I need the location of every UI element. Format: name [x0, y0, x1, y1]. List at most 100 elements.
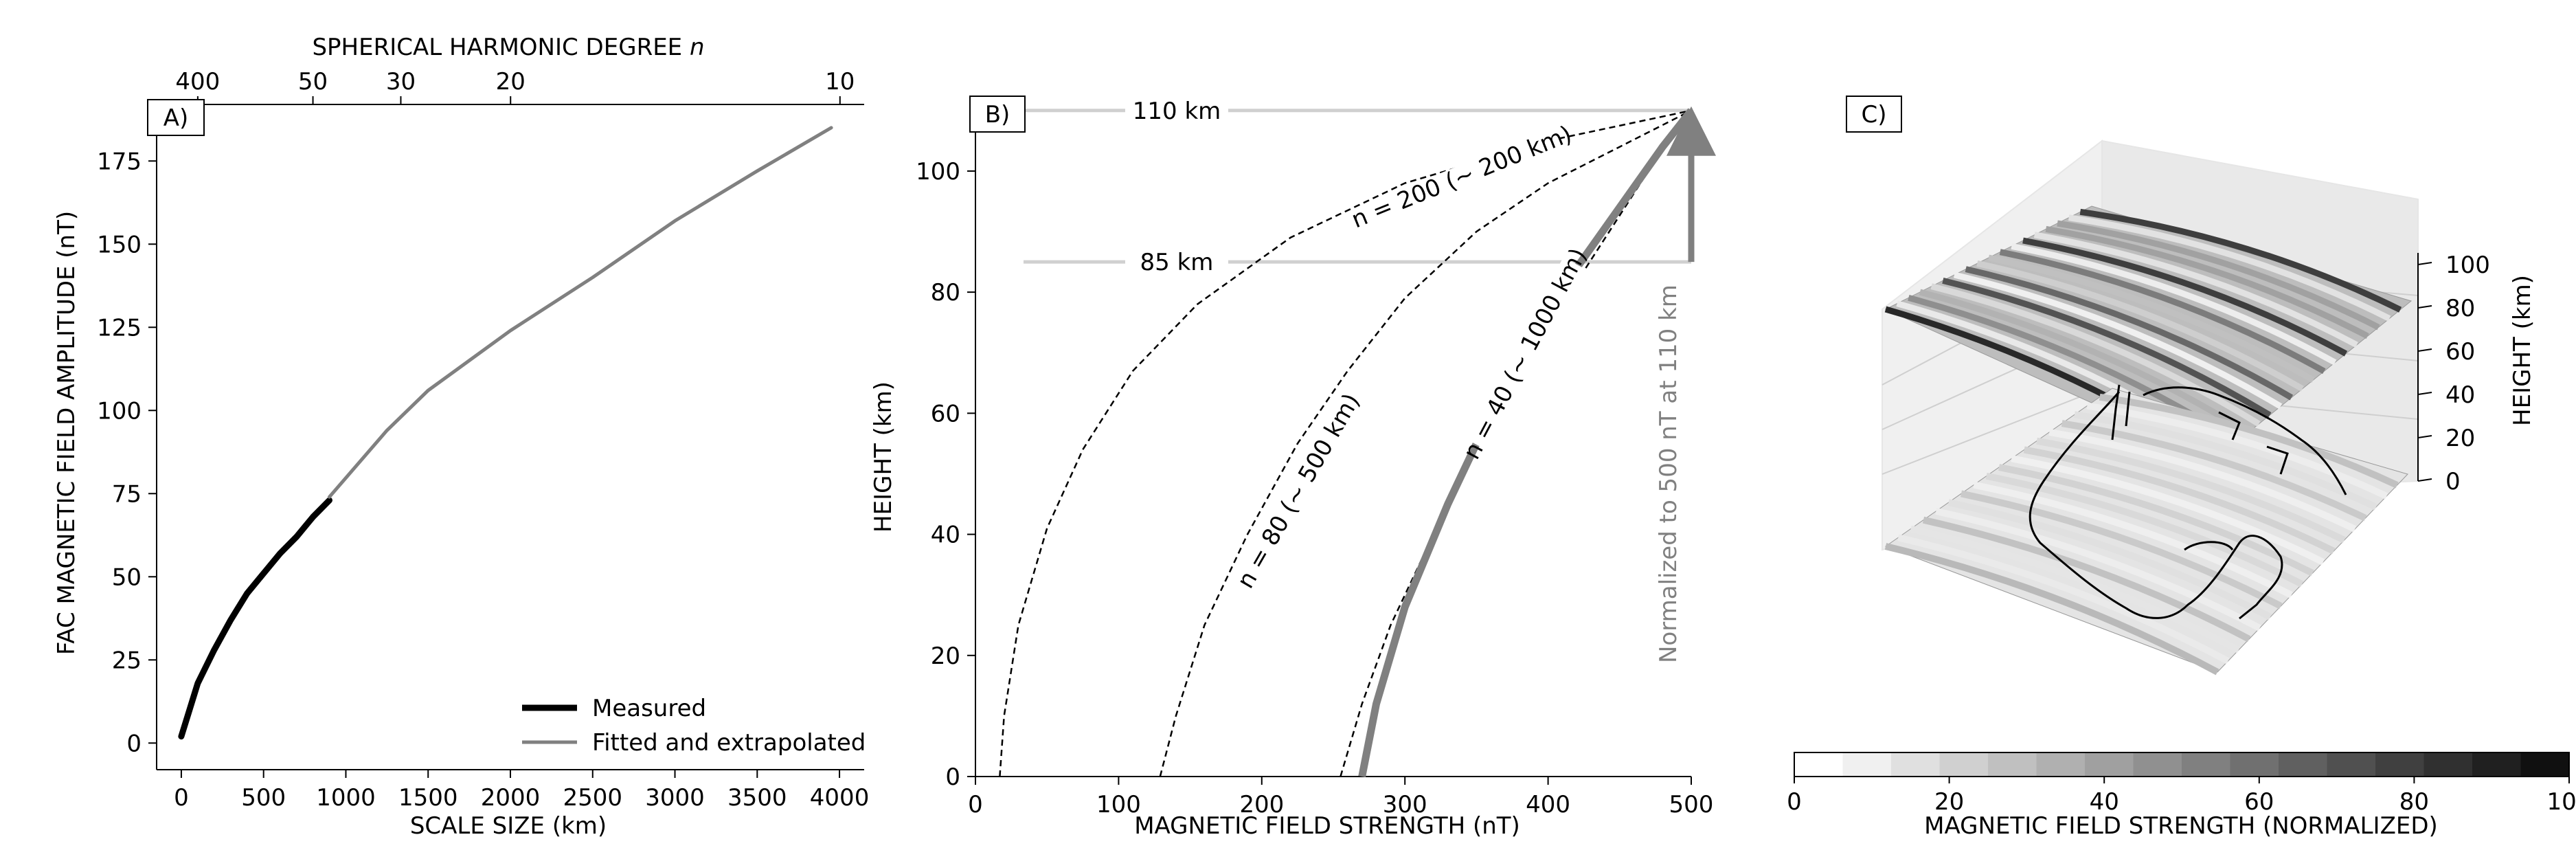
panel-c-colorbar-level	[2279, 752, 2327, 777]
panel-c-upper-band	[2057, 220, 2380, 331]
panel-b-arrow-label: Normalized to 500 nT at 110 km	[1655, 285, 1682, 663]
panel-c-upper-band	[2068, 214, 2391, 322]
panel-c-colorbar-tick-label: 80	[2399, 788, 2429, 816]
panel-c-colorbar-title: MAGNETIC FIELD STRENGTH (NORMALIZED)	[1924, 812, 2438, 840]
panel-b-curve-label-bg-1	[1362, 127, 1563, 231]
panel-c-z-tick	[2417, 262, 2432, 265]
panel-a-x-tick-label: 0	[174, 784, 189, 812]
panel-a-x-tick-label: 1000	[316, 784, 376, 812]
panel-a-label: A)	[163, 104, 189, 132]
panel-c-colorbar-level	[1988, 752, 2037, 777]
panel-a-y-tick-label: 175	[97, 148, 142, 175]
panel-c-upper-band	[1919, 289, 2250, 436]
panel-a-x-tick-label: 3000	[645, 784, 705, 812]
panel-a-legend: Measured Fitted and extrapolated	[522, 695, 866, 757]
panel-b-y-tick-label: 20	[931, 643, 960, 670]
panel-b-reference-label-1: 110 km	[1133, 98, 1221, 125]
panel-c-label-box: C)	[1846, 96, 1902, 133]
panel-c-colorbar-tick-label: 40	[2090, 788, 2119, 816]
panel-c-upper-band	[1988, 254, 2315, 383]
panel-a-series-line-2	[328, 126, 833, 499]
panel-c-z-tick-label: 40	[2445, 381, 2475, 409]
panel-a-y-tick-label: 50	[112, 564, 142, 591]
panel-b-series-line-1	[999, 109, 1692, 777]
panel-a-legend-label-2: Fitted and extrapolated	[592, 729, 866, 757]
panel-a-x-axis-title: SCALE SIZE (km)	[410, 812, 607, 840]
panel-c-z-tick	[2417, 348, 2432, 352]
panel-c-upper-band	[2022, 237, 2348, 357]
panel-a-top-axis-var: n	[690, 34, 705, 61]
panel-a-x-tick-label: 2500	[563, 784, 623, 812]
panel-c-colorbar-level	[2230, 752, 2279, 777]
panel-b-x-tick-label: 0	[968, 791, 983, 818]
panel-b-curve-labels: n = 200 (~ 200 km) n = 80 (~ 500 km) n = 4…	[1232, 120, 1592, 593]
panel-a-y-tick-label: 0	[126, 730, 142, 757]
panel-c-lower-band	[1922, 516, 2251, 643]
panel-b-curve-label-3: n = 40 (~ 1000 km)	[1458, 244, 1592, 464]
panel-a-x-tick-label: 3500	[727, 784, 787, 812]
panel-c-lower-band	[2023, 446, 2336, 555]
panel-c-colorbar-level	[2424, 752, 2473, 777]
panel-a-series	[178, 126, 833, 740]
panel-a-y-tick-label: 125	[97, 314, 142, 342]
panel-c-colorbar-level	[2133, 752, 2182, 777]
panel-b-y-tick-label: 60	[931, 400, 960, 427]
panel-c-upper-band	[1976, 260, 2304, 392]
panel-c-lower-band	[1910, 525, 2241, 654]
panel-c-z-tick	[2417, 392, 2432, 395]
panel-b-y-axis-title: HEIGHT (km)	[870, 381, 897, 533]
panel-b-chart: 110 km 85 km Normalized to 500 nT at 110 …	[870, 93, 1716, 840]
panel-a-top-axis: 400 50 30 20 10	[175, 68, 855, 104]
panel-c-upper-band	[1999, 249, 2326, 375]
panel-c-colorbar-level	[1891, 752, 1940, 777]
panel-c-upper-band	[2045, 225, 2369, 339]
panel-c-lower-band	[1973, 481, 2293, 599]
panel-c-colorbar-tick-label: 0	[1787, 788, 1802, 816]
panel-a-top-tick-label: 30	[386, 68, 416, 96]
panel-b-curve-label-bg-2	[1236, 396, 1364, 588]
panel-c-z-tick-label: 80	[2445, 295, 2475, 322]
panel-c-z-tick	[2417, 435, 2432, 438]
panel-c-colorbar-level	[2327, 752, 2376, 777]
panel-b-x-axis-title: MAGNETIC FIELD STRENGTH (nT)	[1134, 812, 1520, 840]
panel-b-ticks: 0 100 200 300 400 500 0 20 40 60 80 100	[916, 158, 1713, 818]
panel-c-z-axis: 0 20 40 60 80 100	[2417, 252, 2490, 495]
panel-c-upper-band	[1965, 266, 2294, 401]
panel-a-series-line-1	[178, 497, 332, 740]
panel-a-axes	[156, 104, 864, 770]
panel-c-label: C)	[1861, 101, 1886, 129]
panel-a-top-axis-title: SPHERICAL HARMONIC DEGREE n	[312, 34, 704, 61]
panel-a-ticks: 0 500 1000 1500 2000 2500 3000 3500 4000 0 25 50 75 1…	[97, 148, 869, 812]
panel-c-colorbar-level	[2182, 752, 2230, 777]
panel-a-top-tick-label: 20	[496, 68, 526, 96]
panel-c-lower-band	[1897, 534, 2230, 665]
panel-c-upper-band	[2033, 232, 2358, 348]
panel-a-x-tick-label: 1500	[398, 784, 458, 812]
panel-c-colorbar-tick-label: 60	[2244, 788, 2274, 816]
panel-a-legend-label-1: Measured	[592, 695, 706, 722]
panel-b-curve-label-bg-3	[1466, 257, 1588, 453]
panel-c-z-tick	[2417, 305, 2432, 309]
panel-c-colorbar-level	[2472, 752, 2521, 777]
panel-b-series-line-2	[1159, 109, 1692, 777]
panel-a-top-axis-title-text: SPHERICAL HARMONIC DEGREE	[312, 34, 682, 61]
panel-b-y-tick-label: 80	[931, 279, 960, 306]
panel-c-lower-band	[1998, 464, 2314, 577]
panel-b-x-tick-label: 400	[1526, 791, 1570, 818]
panel-a-top-tick-label: 50	[298, 68, 328, 96]
panel-a-x-tick-label: 4000	[810, 784, 870, 812]
panel-c-lower-band	[2074, 411, 2377, 511]
panel-a-label-box: A)	[147, 99, 205, 136]
panel-a-y-tick-label: 75	[112, 480, 142, 508]
panel-a-y-tick-label: 100	[97, 397, 142, 425]
panel-b-reference-label-2: 85 km	[1140, 249, 1214, 276]
panel-c-colorbar-frame	[1794, 752, 2570, 777]
panel-a-x-tick-label: 500	[241, 784, 286, 812]
panel-b-x-tick-label: 200	[1239, 791, 1284, 818]
panel-b-y-tick-label: 100	[916, 158, 960, 186]
panel-c-colorbar-level	[1842, 752, 1892, 777]
panel-c-colorbar-level	[2036, 752, 2086, 777]
panel-c-z-tick	[2417, 478, 2432, 482]
panel-b-series: Normalized to 500 nT at 110 km	[999, 106, 1716, 778]
